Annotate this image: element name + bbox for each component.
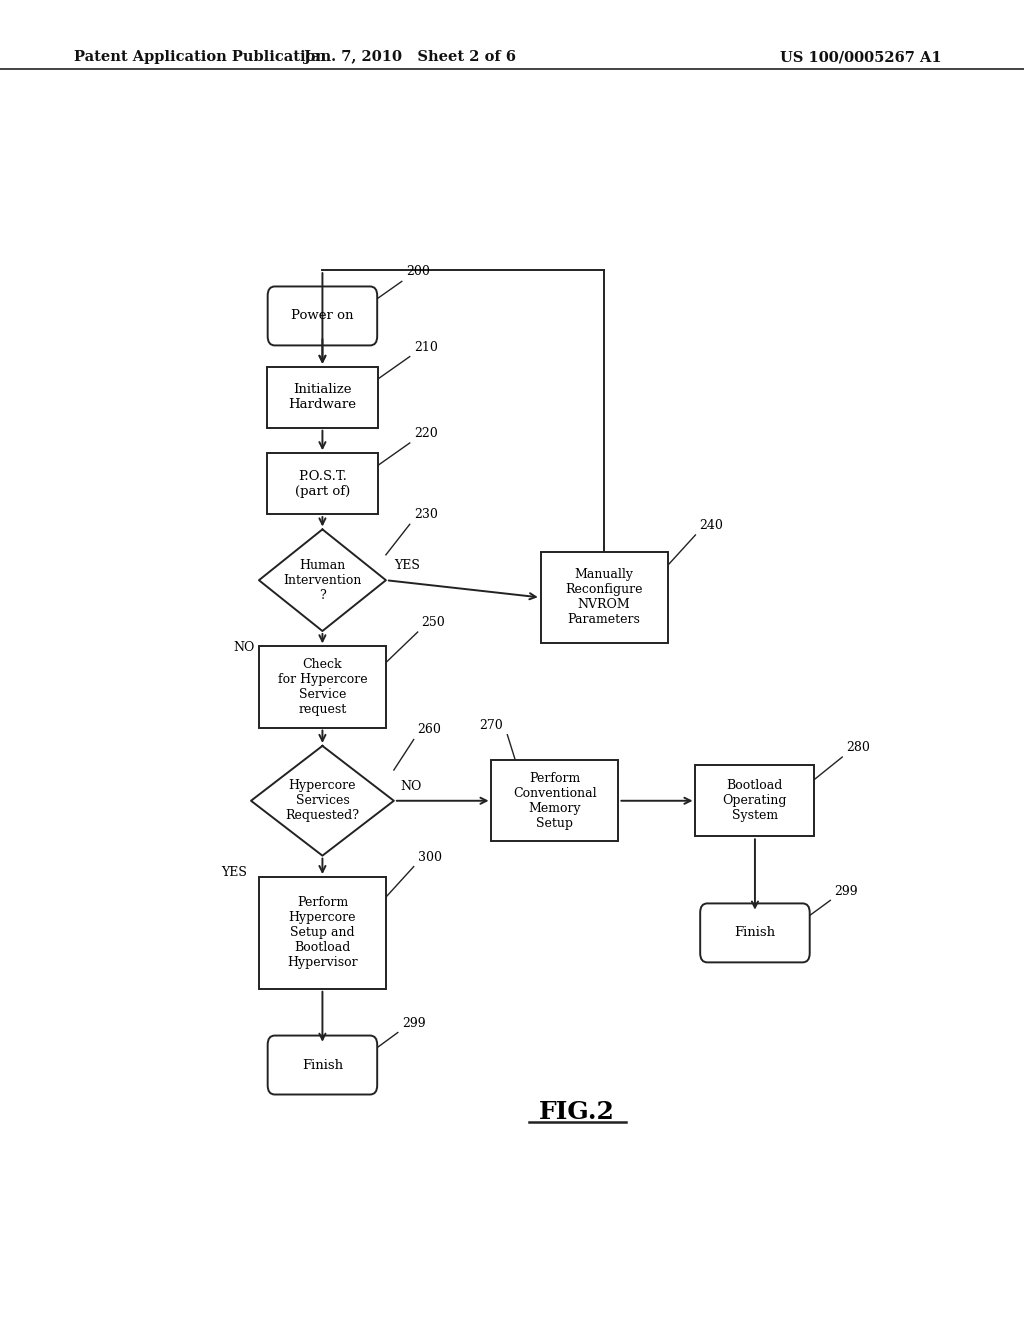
Polygon shape [251,746,394,855]
Text: 250: 250 [422,616,445,630]
Text: NO: NO [400,780,422,792]
Text: Hypercore
Services
Requested?: Hypercore Services Requested? [286,779,359,822]
Text: 200: 200 [406,265,430,279]
Text: 270: 270 [479,718,504,731]
Text: P.O.S.T.
(part of): P.O.S.T. (part of) [295,470,350,498]
Text: 300: 300 [418,850,441,863]
Text: 299: 299 [401,1018,425,1031]
Text: FIG.2: FIG.2 [539,1100,614,1123]
Text: NO: NO [233,642,255,655]
Bar [541,552,668,643]
Bar [267,453,378,515]
Text: 210: 210 [414,341,437,354]
Text: Perform
Hypercore
Setup and
Bootload
Hypervisor: Perform Hypercore Setup and Bootload Hyp… [287,896,357,969]
Bar [259,647,386,727]
Text: Patent Application Publication: Patent Application Publication [74,50,326,65]
Text: US 100/0005267 A1: US 100/0005267 A1 [780,50,942,65]
Text: Check
for Hypercore
Service
request: Check for Hypercore Service request [278,657,368,715]
Text: 280: 280 [846,741,870,754]
Text: 299: 299 [835,886,858,899]
Text: 240: 240 [699,519,723,532]
Text: Finish: Finish [302,1059,343,1072]
FancyBboxPatch shape [267,1036,377,1094]
Text: YES: YES [221,866,247,879]
Bar [492,760,618,841]
Text: Initialize
Hardware: Initialize Hardware [289,383,356,412]
Text: 220: 220 [414,426,437,440]
Bar [259,876,386,989]
Text: Power on: Power on [291,309,353,322]
Text: 230: 230 [414,508,437,521]
Bar [267,367,378,428]
Text: Manually
Reconfigure
NVROM
Parameters: Manually Reconfigure NVROM Parameters [565,569,643,627]
Polygon shape [259,529,386,631]
Bar [695,766,814,837]
FancyBboxPatch shape [700,903,810,962]
Text: Perform
Conventional
Memory
Setup: Perform Conventional Memory Setup [513,772,597,830]
Text: 260: 260 [418,723,441,737]
Text: Bootload
Operating
System: Bootload Operating System [723,779,787,822]
Text: Finish: Finish [734,927,775,940]
Text: Jan. 7, 2010   Sheet 2 of 6: Jan. 7, 2010 Sheet 2 of 6 [303,50,516,65]
FancyBboxPatch shape [267,286,377,346]
Text: Human
Intervention
?: Human Intervention ? [284,558,361,602]
Text: YES: YES [394,560,420,572]
